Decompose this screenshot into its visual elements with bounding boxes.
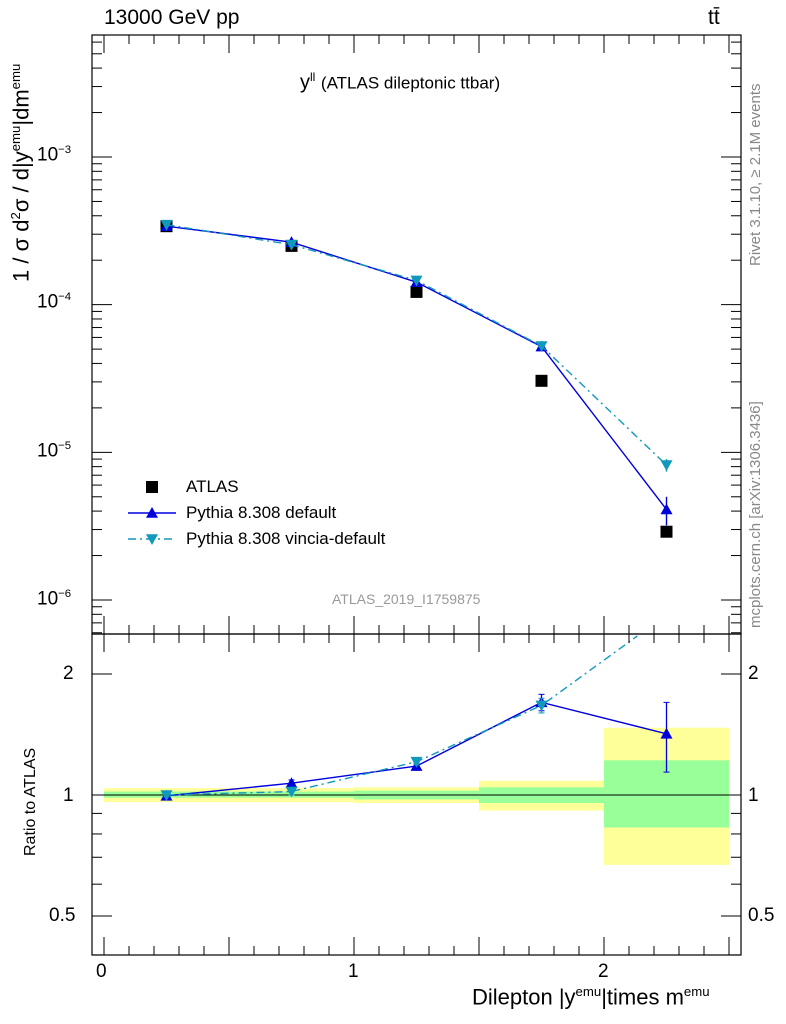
ratio-y-tick-label: 0.5: [49, 905, 76, 926]
plot-title-rest: (ATLAS dileptonic ttbar): [320, 73, 501, 93]
energy-label: 13000 GeV pp: [104, 6, 240, 29]
ratio-series-line-1: [166, 635, 638, 796]
main-data-point-0: [535, 374, 548, 387]
ratio-data-point-1: [285, 786, 298, 798]
ylabel-sup: emu: [8, 63, 23, 90]
rivet-label: Rivet 3.1.10, ≥ 2.1M events: [747, 83, 764, 267]
legend-label-pythia-vincia: Pythia 8.308 vincia-default: [186, 529, 386, 548]
y-tick-label: 10−3: [37, 144, 72, 166]
xlabel-sup: emu: [683, 984, 710, 999]
legend-marker-0: [146, 481, 158, 493]
plot-title-main: y: [300, 71, 310, 94]
main-data-point-0: [410, 285, 423, 298]
y-tick-label: 10−5: [37, 440, 72, 462]
ratio-y-tick-label-right: 2: [748, 663, 759, 684]
xlabel-part: |times m: [601, 984, 684, 1010]
ratio-y-tick-label: 2: [63, 663, 74, 684]
main-series-line-2: [166, 224, 667, 466]
main-data-point-2: [535, 341, 548, 352]
main-data-point-2: [160, 219, 173, 231]
legend: [128, 481, 176, 545]
ratio-y-tick-label-right: 1: [748, 785, 759, 806]
x-axis-label: Dilepton |yemu|times memu: [472, 984, 710, 1010]
xlabel-sup: emu: [575, 984, 602, 999]
y-tick-label: 10−6: [37, 588, 72, 610]
ratio-y-tick-label: 1: [63, 785, 74, 806]
ratio-y-axis-label: Ratio to ATLAS: [22, 747, 39, 856]
mcplots-label: mcplots.cern.ch [arXiv:1306.3436]: [747, 401, 764, 628]
main-data-point-0: [660, 525, 673, 538]
main-data-point-2: [285, 239, 298, 251]
uncertainty-bands: [104, 727, 729, 865]
ratio-data-point-1: [410, 756, 423, 768]
ratio-data-point-0: [285, 777, 298, 788]
main-data-point-2: [660, 460, 673, 472]
plot-title-sup: ll: [310, 70, 316, 84]
legend-label-atlas: ATLAS: [186, 477, 239, 496]
main-series-line-1: [166, 225, 668, 510]
legend-marker-2: [146, 534, 158, 545]
ylabel-part: |dm: [8, 89, 34, 126]
ratio-data-point-1: [535, 700, 548, 712]
legend-marker-1: [146, 507, 158, 518]
x-tick-label: 0: [96, 961, 107, 982]
ylabel-sup: emu: [8, 125, 23, 152]
plot-title: yll (ATLAS dileptonic ttbar): [300, 70, 500, 95]
legend-label-pythia-default: Pythia 8.308 default: [186, 503, 337, 522]
ratio-y-tick-label-right: 0.5: [748, 905, 775, 926]
ylabel-part: σ / d|y: [8, 151, 34, 213]
main-data-point-1: [660, 503, 673, 515]
axis-ticks: [92, 35, 741, 956]
ratio-data-point-1: [160, 790, 173, 801]
main-y-axis-label: 1 / σ d2σ / d|yemu|dmemu: [8, 64, 34, 282]
y-tick-label: 10−4: [37, 291, 72, 313]
x-tick-label: 2: [598, 961, 609, 982]
xlabel-part: Dilepton |y: [472, 984, 576, 1010]
series-layer: [160, 219, 673, 801]
ylabel-sup: 2: [8, 212, 23, 220]
process-label: tt̄: [708, 6, 720, 29]
x-tick-label: 1: [348, 961, 359, 982]
ylabel-part: 1 / σ d: [8, 219, 34, 283]
ratio-data-point-0: [660, 727, 673, 739]
main-data-point-2: [410, 275, 423, 287]
analysis-annotation: ATLAS_2019_I1759875: [332, 591, 481, 607]
